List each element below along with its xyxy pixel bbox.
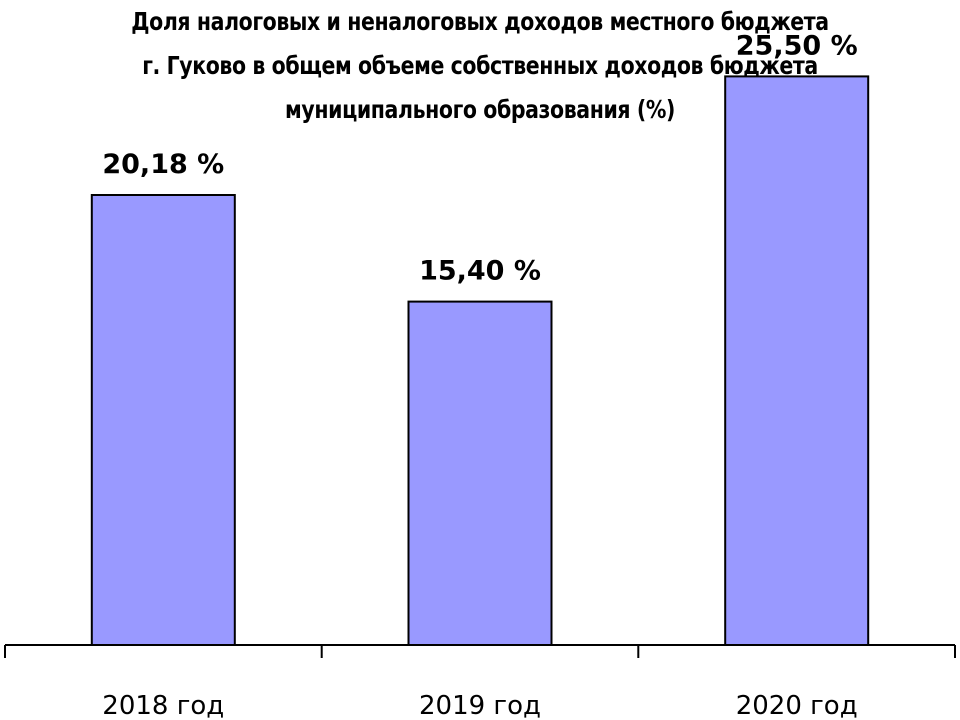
data-label-1: 20,18 % <box>102 149 224 180</box>
x-tick-label-3: 2020 год <box>736 691 858 720</box>
bar-3 <box>724 75 870 646</box>
chart-title: Доля налоговых и неналоговых доходов мес… <box>86 0 873 132</box>
data-labels-layer: 20,18 % 15,40 % 25,50 % <box>102 30 857 286</box>
x-axis <box>4 644 956 658</box>
bar-2 <box>407 300 553 646</box>
data-label-3: 25,50 % <box>736 30 858 61</box>
chart-title-line-2: г. Гуково в общем объеме собственных дох… <box>142 51 818 80</box>
bars-layer <box>90 75 870 646</box>
bar-1 <box>90 194 236 646</box>
chart-title-line-1: Доля налоговых и неналоговых доходов мес… <box>131 7 829 36</box>
chart-title-line-3: муниципального образования (%) <box>285 95 675 124</box>
x-tick-labels-layer: 2018 год 2019 год 2020 год <box>102 691 857 720</box>
x-tick-label-1: 2018 год <box>102 691 224 720</box>
x-tick-label-2: 2019 год <box>419 691 541 720</box>
data-label-2: 15,40 % <box>419 256 541 287</box>
